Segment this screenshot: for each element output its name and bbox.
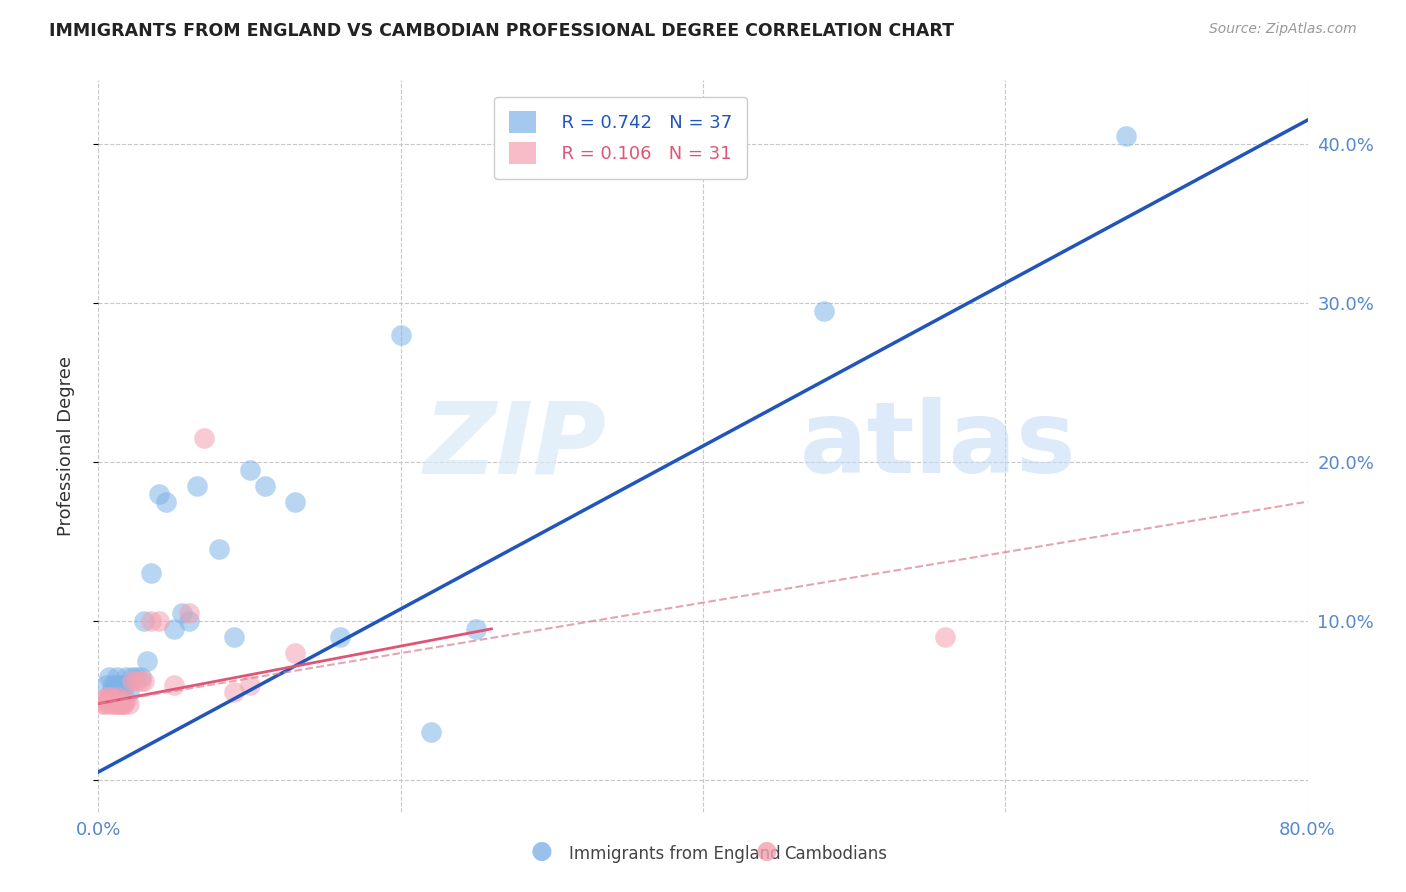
Point — [389, 327, 412, 342]
Point — [100, 690, 122, 705]
Point — [98, 697, 121, 711]
Point — [148, 614, 170, 628]
Point — [100, 685, 122, 699]
Text: Immigrants from England: Immigrants from England — [569, 845, 782, 863]
Point — [121, 674, 143, 689]
Point — [125, 674, 148, 689]
Text: IMMIGRANTS FROM ENGLAND VS CAMBODIAN PROFESSIONAL DEGREE CORRELATION CHART: IMMIGRANTS FROM ENGLAND VS CAMBODIAN PRO… — [49, 22, 955, 40]
Point — [96, 690, 118, 705]
Point — [101, 697, 124, 711]
Point — [111, 685, 134, 699]
Point — [104, 697, 127, 711]
Point — [934, 630, 956, 644]
Point — [118, 685, 141, 699]
Point — [108, 677, 131, 691]
Point — [107, 690, 129, 705]
Point — [110, 697, 132, 711]
Point — [193, 431, 215, 445]
Point — [329, 630, 352, 644]
Point — [129, 669, 152, 683]
Point — [163, 622, 186, 636]
Point — [179, 606, 201, 620]
Text: ZIP: ZIP — [423, 398, 606, 494]
Point — [108, 697, 131, 711]
Point — [90, 693, 112, 707]
Point — [118, 697, 141, 711]
Point — [155, 494, 177, 508]
Point — [186, 479, 208, 493]
Point — [179, 614, 201, 628]
Point — [110, 677, 132, 691]
Point — [170, 606, 193, 620]
Text: ●: ● — [755, 838, 778, 863]
Point — [253, 479, 276, 493]
Point — [125, 669, 148, 683]
Point — [813, 303, 835, 318]
Text: ●: ● — [530, 838, 553, 863]
Point — [239, 677, 262, 691]
Point — [111, 697, 134, 711]
Point — [224, 685, 246, 699]
Point — [98, 669, 121, 683]
Point — [163, 677, 186, 691]
Point — [112, 677, 135, 691]
Point — [284, 646, 307, 660]
Legend:   R = 0.742   N = 37,   R = 0.106   N = 31: R = 0.742 N = 37, R = 0.106 N = 31 — [495, 96, 747, 178]
Text: atlas: atlas — [800, 398, 1077, 494]
Point — [101, 677, 124, 691]
Point — [420, 725, 443, 739]
Point — [121, 669, 143, 683]
Point — [132, 674, 155, 689]
Point — [105, 669, 128, 683]
Point — [148, 486, 170, 500]
Point — [91, 697, 114, 711]
Point — [112, 697, 135, 711]
Point — [94, 677, 117, 691]
Point — [114, 669, 136, 683]
Point — [141, 566, 163, 581]
Point — [114, 693, 136, 707]
Point — [103, 693, 125, 707]
Point — [132, 614, 155, 628]
Point — [129, 674, 152, 689]
Point — [93, 697, 115, 711]
Point — [103, 693, 125, 707]
Point — [465, 622, 488, 636]
Text: Source: ZipAtlas.com: Source: ZipAtlas.com — [1209, 22, 1357, 37]
Point — [284, 494, 307, 508]
Point — [104, 677, 127, 691]
Point — [141, 614, 163, 628]
Point — [208, 542, 231, 557]
Y-axis label: Professional Degree: Professional Degree — [56, 356, 75, 536]
Text: Cambodians: Cambodians — [785, 845, 887, 863]
Point — [239, 463, 262, 477]
Point — [107, 685, 129, 699]
Point — [135, 654, 157, 668]
Point — [1115, 128, 1137, 143]
Point — [224, 630, 246, 644]
Point — [94, 693, 117, 707]
Point — [105, 697, 128, 711]
